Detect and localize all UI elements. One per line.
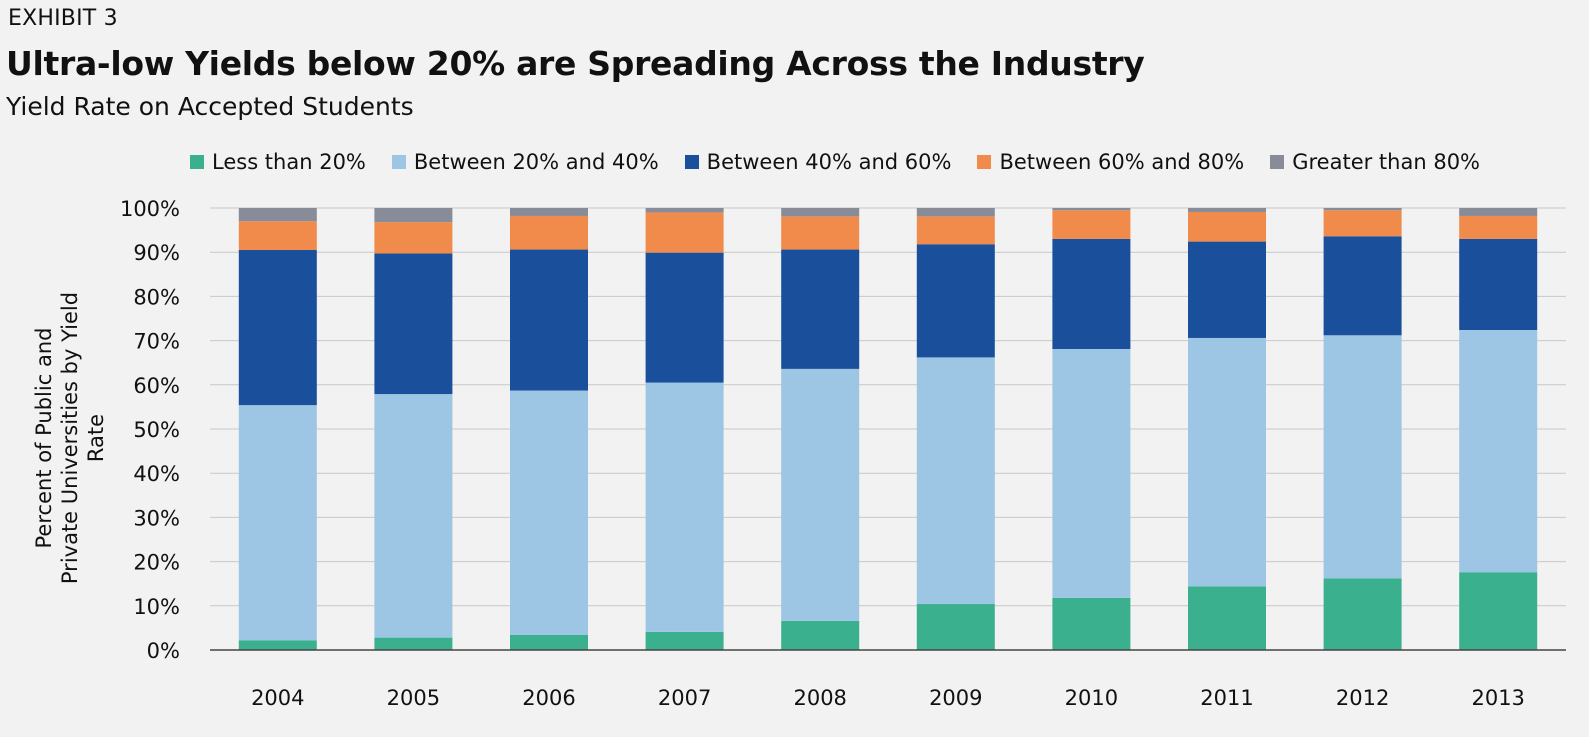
legend-label: Between 60% and 80% [999, 150, 1245, 174]
x-tick-label: 2004 [251, 686, 304, 710]
bar-segment [374, 222, 453, 254]
bar-segment [1188, 586, 1266, 650]
bar-segment [1052, 597, 1131, 650]
bar-segment [916, 208, 995, 217]
x-tick-label: 2012 [1336, 686, 1389, 710]
bar-segment [510, 208, 588, 216]
y-tick-label: 80% [133, 285, 180, 309]
bar-segment [238, 221, 317, 250]
y-tick-label: 70% [133, 330, 180, 354]
bar-segment [1459, 215, 1538, 239]
bar-segment [781, 216, 860, 250]
legend-label: Between 40% and 60% [706, 150, 952, 174]
legend-swatch [1270, 155, 1285, 169]
bar-segment [645, 631, 724, 650]
y-axis-ticks: 0% 10% 20% 30% 40% 50% 60% 70% 80% 90% 100% [120, 197, 180, 663]
x-tick-label: 2008 [793, 686, 846, 710]
bar-segment [1052, 348, 1131, 598]
bar-segment [916, 216, 995, 245]
legend-item-less-than-20: Less than 20% [190, 150, 366, 174]
y-tick-label: 40% [133, 462, 180, 486]
bar-segment [916, 357, 995, 605]
legend-item-greater-than-80: Greater than 80% [1270, 150, 1480, 174]
bar-segment [510, 390, 588, 635]
bar-segment [1323, 210, 1402, 237]
bar-segment [238, 249, 317, 406]
x-tick-label: 2005 [387, 686, 440, 710]
bar-segment [374, 637, 453, 650]
y-tick-label: 60% [133, 374, 180, 398]
bar-segment [510, 249, 588, 391]
bar-segment [238, 208, 317, 222]
x-tick-label: 2013 [1471, 686, 1524, 710]
bar-segment [645, 212, 724, 253]
y-tick-label: 0% [147, 639, 180, 663]
bar-segment [1459, 572, 1538, 650]
bar-segment [1052, 238, 1131, 349]
bar-segment [510, 634, 588, 650]
bar-segment [238, 405, 317, 641]
bar-segment [645, 208, 724, 213]
bar-segment [374, 208, 453, 223]
legend-swatch [977, 155, 992, 169]
bar-segment [781, 249, 860, 369]
bar-segment [1188, 241, 1266, 338]
bar-segment [1323, 578, 1402, 650]
bar-segment [1188, 208, 1266, 212]
bar-segment [1459, 329, 1538, 573]
legend-item-40-to-60: Between 40% and 60% [684, 150, 952, 174]
legend-label: Less than 20% [212, 150, 366, 174]
legend-item-20-to-40: Between 20% and 40% [391, 150, 659, 174]
x-tick-label: 2006 [522, 686, 575, 710]
x-tick-label: 2010 [1065, 686, 1118, 710]
bar-segment [645, 382, 724, 632]
legend-item-60-to-80: Between 60% and 80% [977, 150, 1244, 174]
bar-segments [238, 208, 1538, 650]
y-tick-label: 30% [133, 506, 180, 530]
bar-segment [1188, 211, 1266, 242]
bar-segment [1323, 236, 1402, 336]
bar-segment [238, 640, 317, 650]
exhibit-label: EXHIBIT 3 [8, 6, 118, 31]
bar-segment [1323, 208, 1402, 211]
bar-segment [374, 394, 453, 638]
x-axis-ticks: 2004 2005 2006 2007 2008 2009 2010 2011 2012 2013 [251, 686, 1525, 710]
chart-subtitle: Yield Rate on Accepted Students [6, 92, 414, 121]
y-tick-label: 20% [133, 551, 180, 575]
bar-segment [1323, 335, 1402, 579]
legend-swatch [684, 155, 699, 169]
bar-segment [916, 604, 995, 650]
chart-legend: Less than 20% Between 20% and 40% Betwee… [190, 150, 1506, 174]
y-tick-label: 90% [133, 241, 180, 265]
bar-segment [781, 208, 860, 217]
bar-segment [781, 368, 860, 621]
bar-segment [374, 253, 453, 395]
bar-segment [1459, 208, 1538, 216]
x-tick-label: 2007 [658, 686, 711, 710]
legend-swatch [190, 155, 204, 169]
chart-title: Ultra-low Yields below 20% are Spreading… [6, 44, 1145, 83]
x-tick-label: 2009 [929, 686, 982, 710]
x-tick-label: 2011 [1200, 686, 1253, 710]
legend-label: Between 20% and 40% [413, 150, 659, 174]
bar-segment [1459, 238, 1538, 330]
bar-segment [916, 244, 995, 358]
bar-segment [781, 620, 860, 650]
bar-segment [1052, 208, 1131, 211]
legend-swatch [391, 155, 406, 169]
bar-segment [645, 252, 724, 383]
y-tick-label: 50% [133, 418, 180, 442]
legend-label: Greater than 80% [1292, 150, 1481, 174]
y-tick-label: 10% [133, 595, 180, 619]
bar-segment [1052, 210, 1131, 239]
bar-segment [1188, 337, 1266, 587]
bar-segment [510, 215, 588, 250]
y-tick-label: 100% [120, 197, 180, 221]
